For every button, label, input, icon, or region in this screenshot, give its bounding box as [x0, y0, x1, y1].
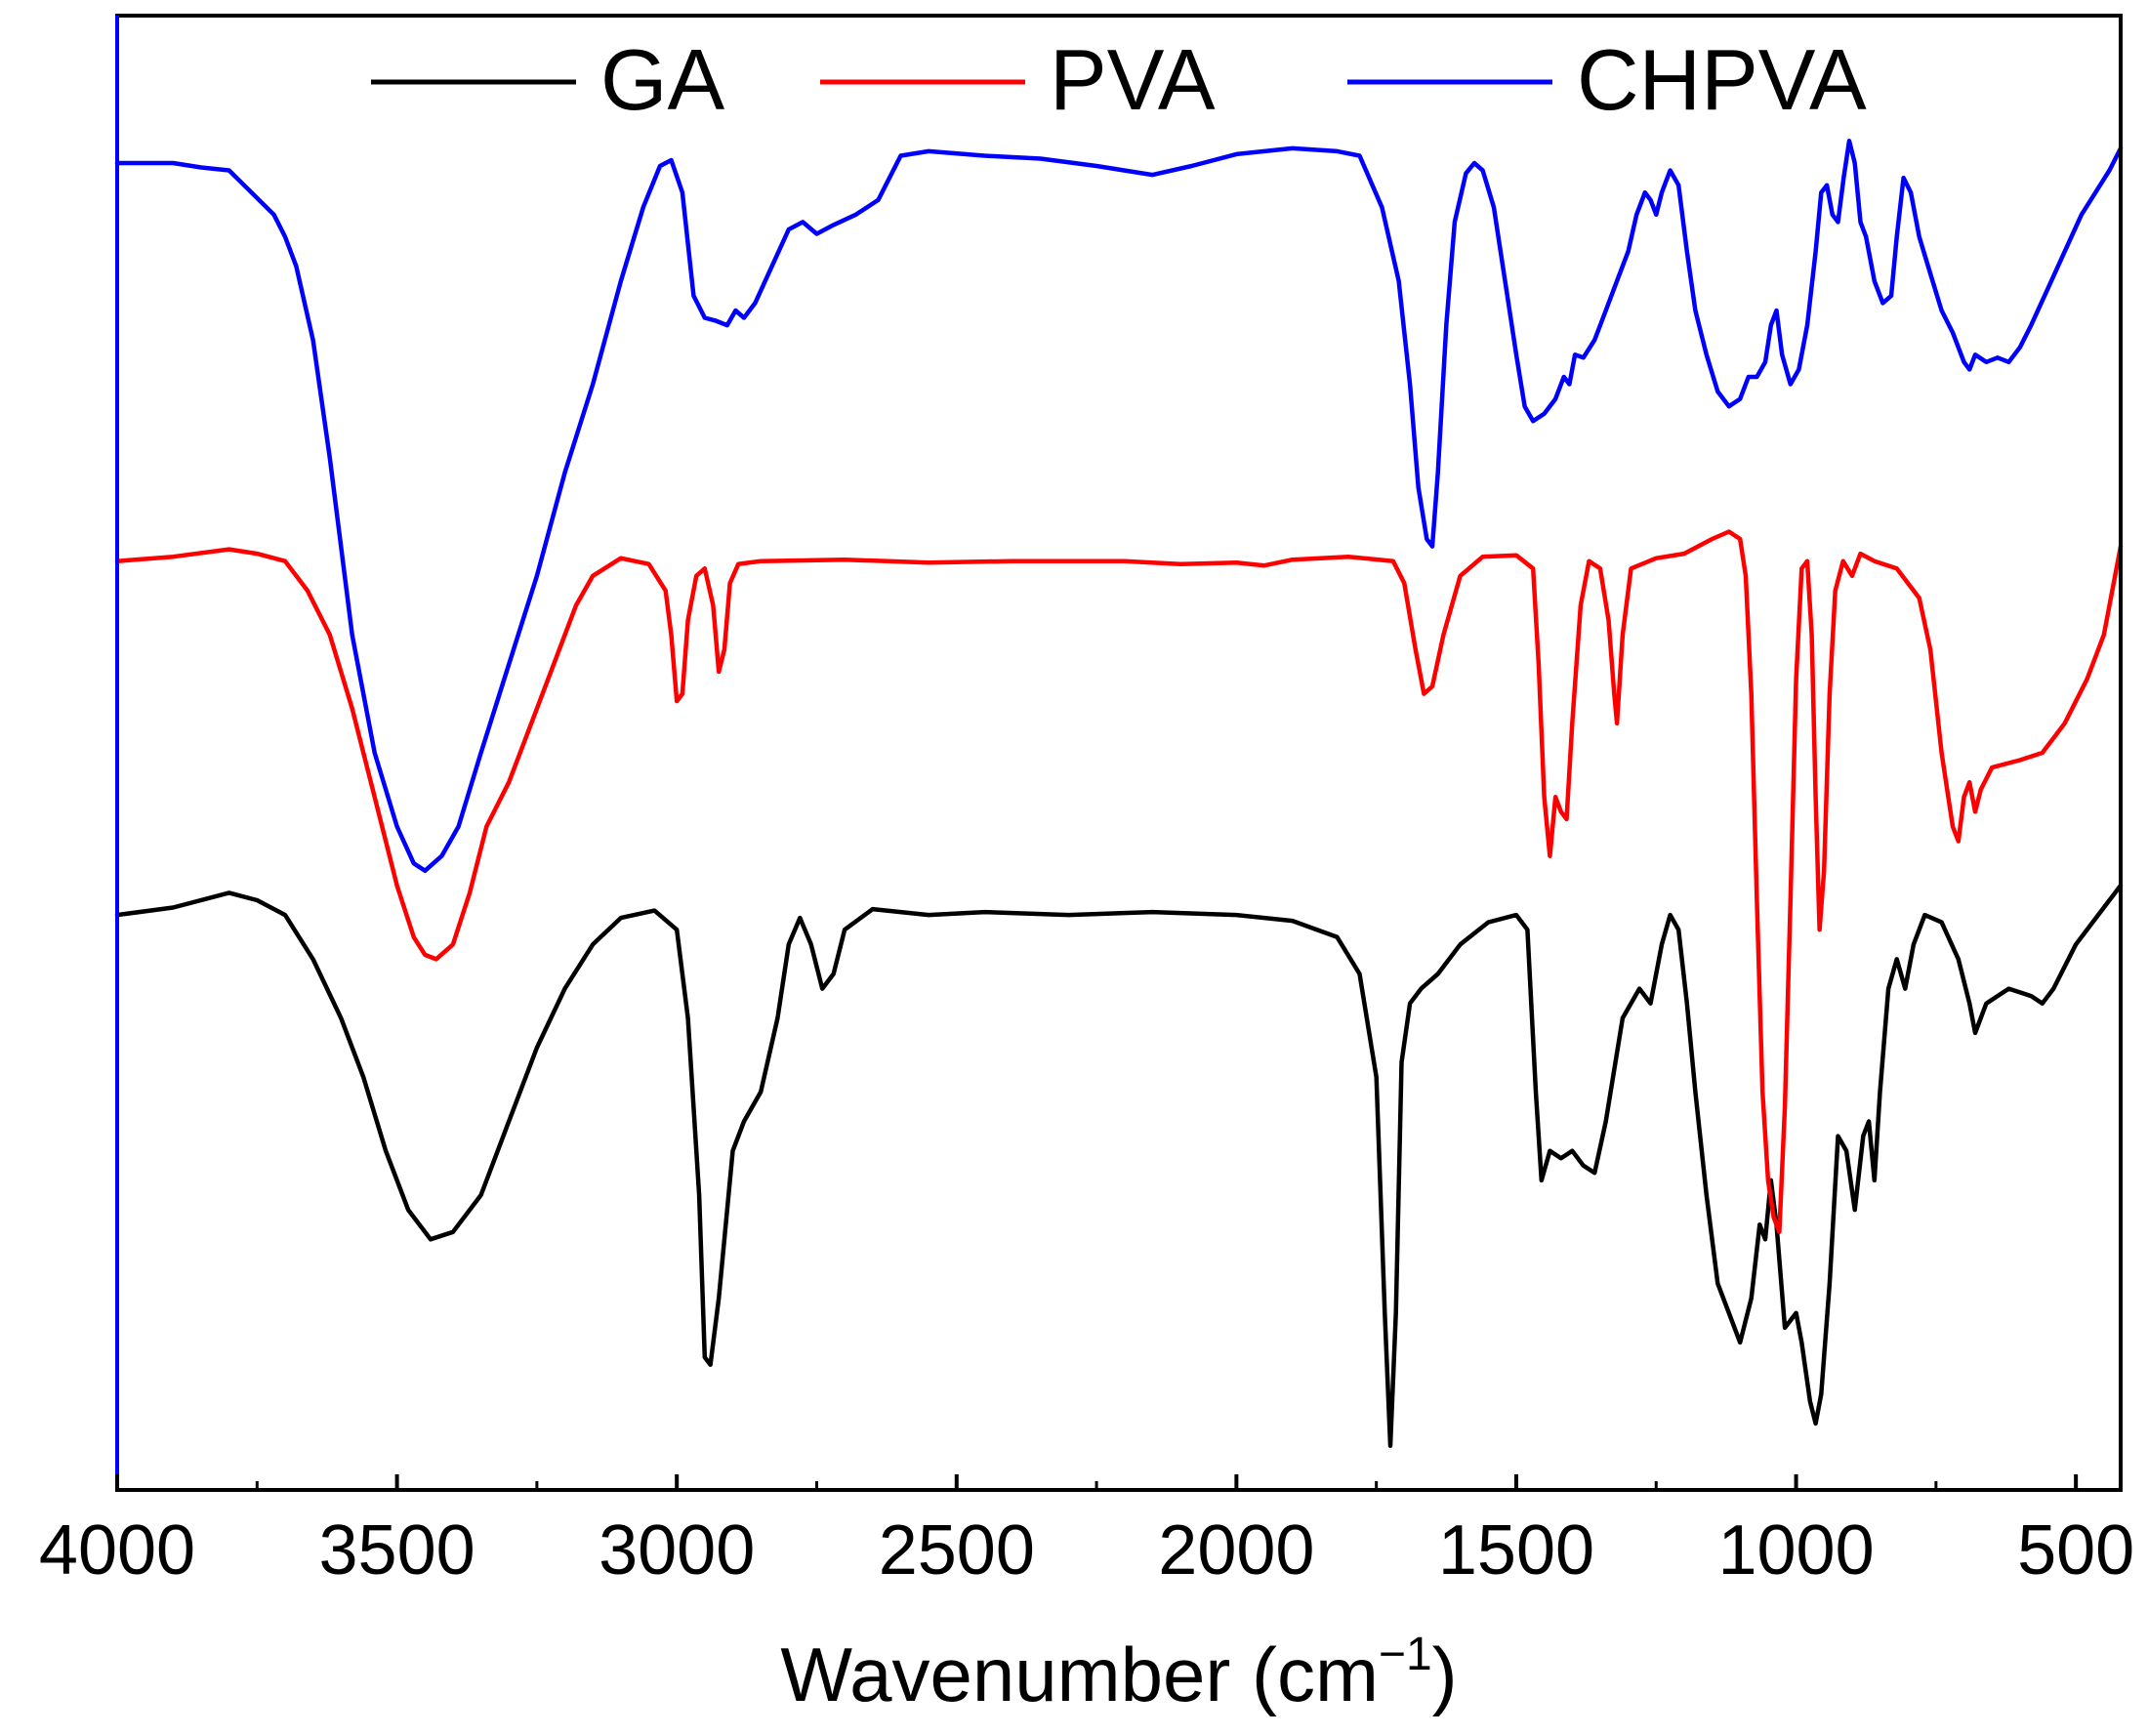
x-tick-label: 2000	[1158, 1511, 1314, 1590]
series-layer	[114, 139, 2124, 1448]
legend-label-ga: GA	[600, 31, 724, 128]
x-tick-label: 1500	[1438, 1511, 1594, 1590]
series-line-chpva	[114, 139, 2124, 874]
x-axis-title: Wavenumber (cm−1)	[780, 1629, 1457, 1717]
x-tick-label: 500	[2017, 1511, 2134, 1590]
x-tick-label: 2500	[879, 1511, 1035, 1590]
legend-label-pva: PVA	[1050, 31, 1216, 128]
x-tick-label: 1000	[1717, 1511, 1874, 1590]
series-line-pva	[114, 529, 2124, 1235]
x-tick-label: 3000	[599, 1511, 755, 1590]
legend-label-chpva: CHPVA	[1577, 31, 1867, 128]
x-ticks: 4000 3500 3000 2500 2000 1500 1000 500	[39, 1474, 2134, 1590]
legend: GA PVA CHPVA	[371, 31, 1867, 128]
series-line-ga	[114, 883, 2124, 1448]
x-tick-label: 4000	[39, 1511, 195, 1590]
x-tick-label: 3500	[319, 1511, 475, 1590]
